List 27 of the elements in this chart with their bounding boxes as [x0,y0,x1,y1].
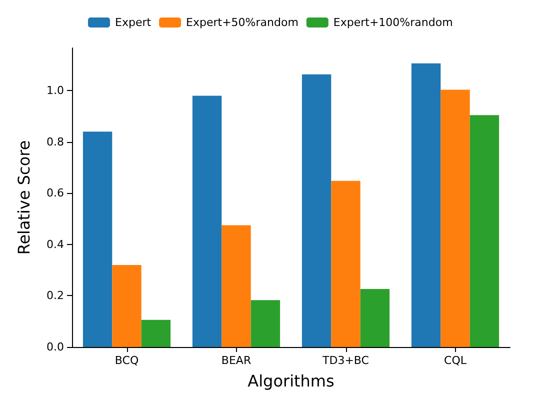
x-tick-label: CQL [444,354,468,367]
x-tick-label: BEAR [221,354,252,367]
y-axis-title: Relative Score [14,140,34,255]
y-tick-label: 0.0 [46,340,64,354]
bar [112,264,142,347]
bar [360,289,390,347]
bar [192,96,222,347]
y-tick-label: 0.2 [46,289,64,302]
bar [440,90,470,347]
y-tick-label: 0.4 [46,238,64,251]
bar [411,63,441,347]
x-tick-label: BCQ [114,354,139,367]
x-tick-label: TD3+BC [322,354,370,367]
bar [141,320,171,347]
bar [250,300,280,347]
x-axis-title: Algorithms [248,372,334,390]
bar [470,115,500,347]
y-tick-label: 0.8 [46,135,64,148]
bar [331,180,360,347]
legend-label: Expert+50%random [186,16,298,29]
bar [302,74,332,347]
legend-label: Expert+100%random [333,16,453,29]
y-tick-label: 1.0 [46,84,64,98]
legend-label: Expert [115,16,152,29]
bar [82,132,112,347]
bar [222,225,251,347]
y-tick-label: 0.6 [46,186,64,200]
